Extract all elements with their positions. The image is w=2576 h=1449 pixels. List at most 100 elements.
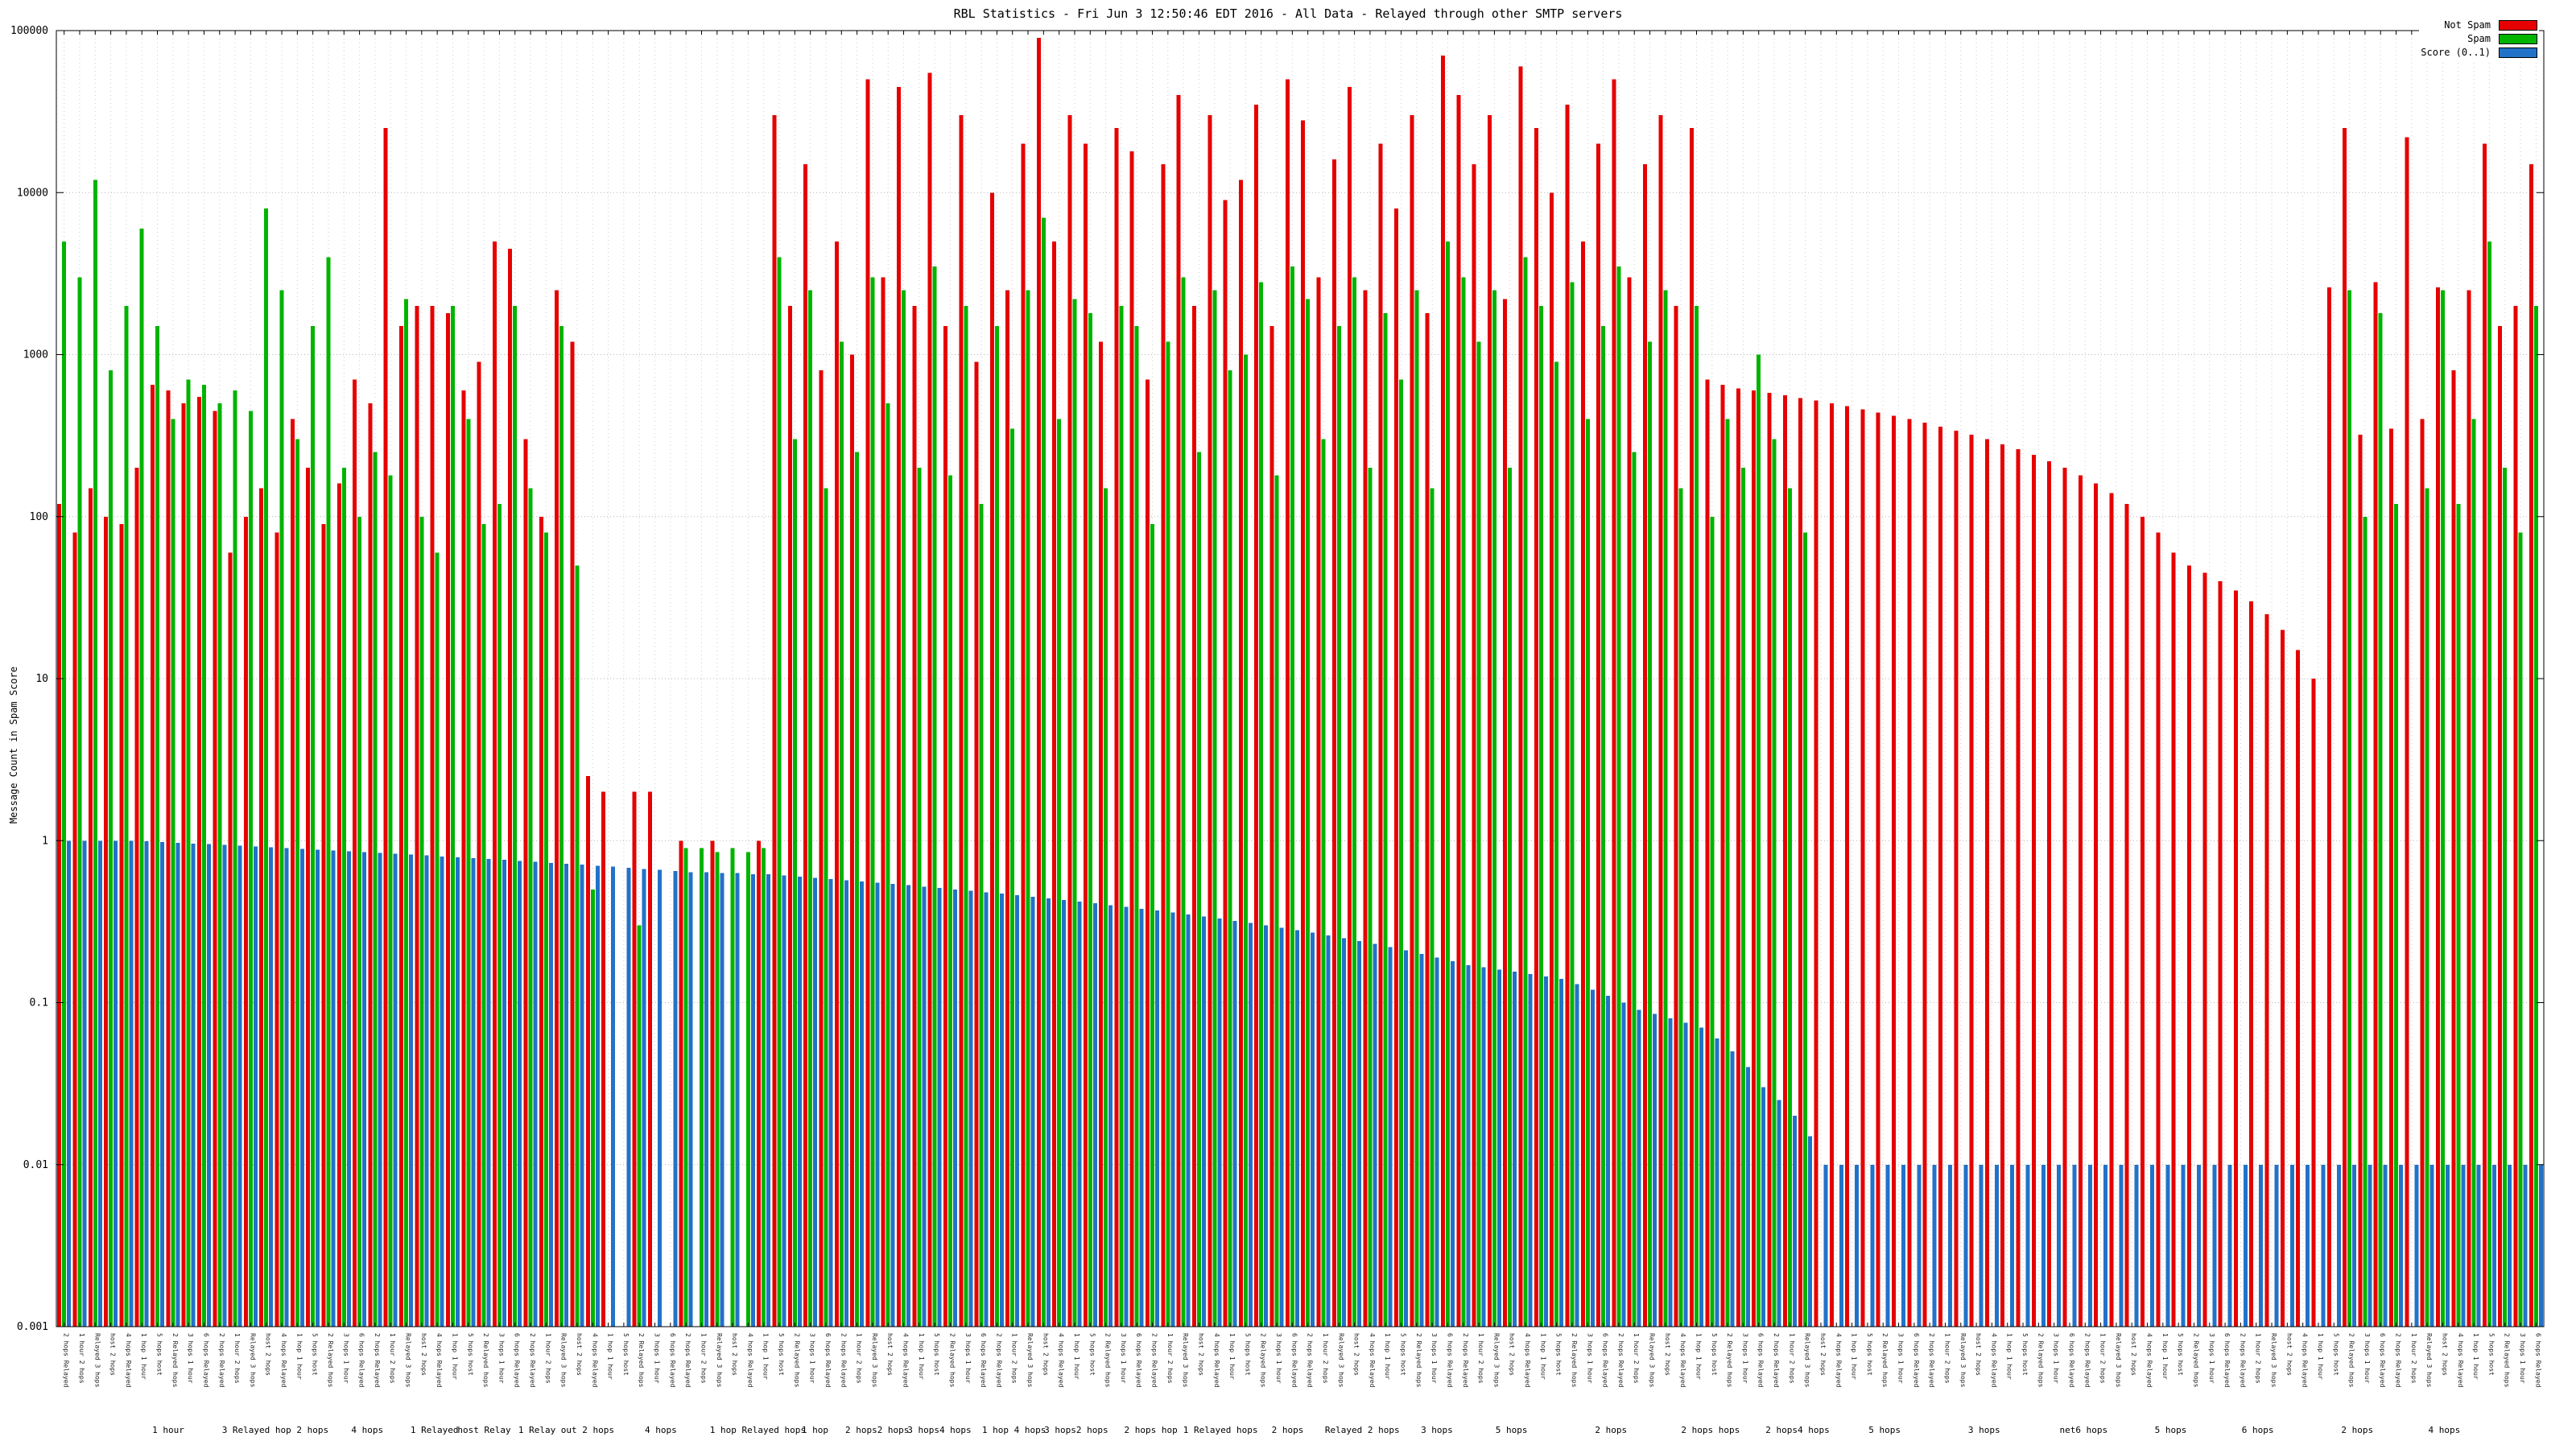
svg-text:2 Relayed hops: 2 Relayed hops (482, 1333, 489, 1388)
svg-text:5 hops host: 5 hops host (467, 1333, 474, 1376)
svg-text:2 Relayed hops: 2 Relayed hops (2037, 1333, 2044, 1388)
svg-text:host Relay: host Relay (457, 1425, 511, 1435)
svg-text:1000: 1000 (23, 349, 48, 361)
svg-text:4 hops Relayed: 4 hops Relayed (1058, 1333, 1065, 1388)
svg-text:3 Relayed hop 2 hops: 3 Relayed hop 2 hops (222, 1425, 328, 1435)
svg-text:5 hops host: 5 hops host (2177, 1333, 2184, 1376)
svg-text:5 hops host: 5 hops host (312, 1333, 319, 1376)
svg-text:4 hops Relayed: 4 hops Relayed (1213, 1333, 1220, 1388)
legend-label-score: Score (0..1) (2421, 47, 2491, 58)
svg-text:host 2 hops: host 2 hops (576, 1333, 583, 1376)
svg-text:1 hour 2 hops: 1 hour 2 hops (1943, 1333, 1951, 1384)
svg-text:host 2 hops: host 2 hops (731, 1333, 738, 1376)
svg-text:4 hops Relayed: 4 hops Relayed (280, 1333, 287, 1388)
legend: Not Spam Spam Score (0..1) (2419, 18, 2539, 60)
svg-text:host 2 hops: host 2 hops (1509, 1333, 1516, 1376)
y-tick-labels: 100000 10000 1000 100 10 1 0.1 0.01 0.001 (10, 25, 48, 1333)
svg-text:10: 10 (35, 673, 48, 685)
svg-text:Relayed 3 hops: Relayed 3 hops (716, 1333, 723, 1388)
svg-text:host 2 hops: host 2 hops (109, 1333, 117, 1376)
svg-text:2 hops hop: 2 hops hop (1124, 1425, 1177, 1435)
svg-text:2 Relayed hops: 2 Relayed hops (2504, 1333, 2511, 1388)
svg-text:1 hour 2 hops: 1 hour 2 hops (1166, 1333, 1174, 1384)
svg-text:2 hops Relayed: 2 hops Relayed (1462, 1333, 1469, 1388)
svg-text:4 hops Relayed: 4 hops Relayed (2301, 1333, 2309, 1388)
svg-text:2 Relayed hops: 2 Relayed hops (1260, 1333, 1267, 1388)
svg-text:host 2 hops: host 2 hops (1197, 1333, 1204, 1376)
svg-text:2 Relayed hops: 2 Relayed hops (2348, 1333, 2355, 1388)
svg-text:1 hop 1 hour: 1 hop 1 hour (918, 1333, 925, 1380)
svg-text:2 hops Relayed: 2 hops Relayed (995, 1333, 1002, 1388)
svg-text:2 Relayed hops: 2 Relayed hops (1415, 1333, 1422, 1388)
svg-text:3 hops 1 hour: 3 hops 1 hour (2363, 1333, 2371, 1384)
svg-text:1 hop 1 hour: 1 hop 1 hour (140, 1333, 147, 1380)
svg-text:6 hops Relayed: 6 hops Relayed (2068, 1333, 2075, 1388)
svg-text:4 hops Relayed: 4 hops Relayed (902, 1333, 910, 1388)
svg-text:1 hour 2 hops: 1 hour 2 hops (2255, 1333, 2262, 1384)
svg-text:4 hops: 4 hops (351, 1425, 383, 1435)
svg-text:2 Relayed hops: 2 Relayed hops (2192, 1333, 2199, 1388)
svg-text:3 hops: 3 hops (1421, 1425, 1453, 1435)
svg-text:4 hops Relayed: 4 hops Relayed (1679, 1333, 1686, 1388)
svg-text:5 hops host: 5 hops host (622, 1333, 630, 1376)
svg-text:5 hops host: 5 hops host (1555, 1333, 1563, 1376)
svg-text:6 hops Relayed: 6 hops Relayed (514, 1333, 521, 1388)
svg-text:5 hops host: 5 hops host (933, 1333, 940, 1376)
svg-text:Relayed 2 hops: Relayed 2 hops (1325, 1425, 1400, 1435)
svg-text:2 hops hops: 2 hops hops (1681, 1425, 1740, 1435)
svg-text:6 hops Relayed: 6 hops Relayed (824, 1333, 832, 1388)
svg-text:3 hops 1 hour: 3 hops 1 hour (1897, 1333, 1905, 1384)
legend-label-not-spam: Not Spam (2444, 19, 2491, 31)
svg-text:Relayed 3 hops: Relayed 3 hops (1649, 1333, 1656, 1388)
svg-text:1 hour 2 hops: 1 hour 2 hops (233, 1333, 241, 1384)
svg-text:6 hops Relayed: 6 hops Relayed (2223, 1333, 2231, 1388)
svg-text:4 hops Relayed: 4 hops Relayed (746, 1333, 753, 1388)
svg-text:Relayed 3 hops: Relayed 3 hops (405, 1333, 412, 1388)
svg-text:Relayed 3 hops: Relayed 3 hops (249, 1333, 256, 1388)
svg-text:4 hops Relayed: 4 hops Relayed (125, 1333, 132, 1388)
svg-text:1 Relay out 2 hops: 1 Relay out 2 hops (518, 1425, 614, 1435)
svg-text:2 hops Relayed: 2 hops Relayed (2083, 1333, 2091, 1388)
legend-label-spam: Spam (2467, 33, 2491, 44)
svg-text:2 Relayed hops: 2 Relayed hops (1104, 1333, 1112, 1388)
svg-text:1 hour 2 hops: 1 hour 2 hops (1477, 1333, 1484, 1384)
svg-text:Relayed 3 hops: Relayed 3 hops (1959, 1333, 1967, 1388)
svg-text:5 hops host: 5 hops host (778, 1333, 785, 1376)
svg-text:2 hops Relayed: 2 hops Relayed (2395, 1333, 2402, 1388)
axes (56, 30, 2545, 1327)
svg-text:3 hops 1 hour: 3 hops 1 hour (654, 1333, 661, 1384)
svg-text:Relayed 3 hops: Relayed 3 hops (1026, 1333, 1034, 1388)
svg-text:0.1: 0.1 (30, 997, 48, 1009)
svg-text:2 Relayed hops: 2 Relayed hops (327, 1333, 334, 1388)
svg-text:host 2 hops: host 2 hops (265, 1333, 272, 1376)
svg-text:Relayed 3 hops: Relayed 3 hops (560, 1333, 568, 1388)
svg-text:2 hops Relayed: 2 hops Relayed (374, 1333, 381, 1388)
svg-text:3 hops 1 hour: 3 hops 1 hour (2053, 1333, 2060, 1384)
svg-text:3 hops 1 hour: 3 hops 1 hour (1275, 1333, 1282, 1384)
svg-text:Relayed 3 hops: Relayed 3 hops (1337, 1333, 1344, 1388)
svg-text:4 hops Relayed: 4 hops Relayed (1835, 1333, 1842, 1388)
svg-text:5 hops host: 5 hops host (1711, 1333, 1718, 1376)
svg-text:6 hops Relayed: 6 hops Relayed (1290, 1333, 1298, 1388)
svg-text:2 hops Relayed: 2 hops Relayed (1617, 1333, 1624, 1388)
legend-item-not-spam: Not Spam (2444, 19, 2537, 31)
svg-text:2 hops Relayed: 2 hops Relayed (840, 1333, 847, 1388)
svg-text:2 hops2 hops: 2 hops2 hops (845, 1425, 909, 1435)
svg-text:6 hops Relayed: 6 hops Relayed (1446, 1333, 1453, 1388)
svg-text:5 hops host: 5 hops host (2332, 1333, 2339, 1376)
x-group-labels: 1 hour 3 Relayed hop 2 hops 4 hops 1 Relaye… (152, 1425, 2460, 1435)
legend-swatch-not-spam (2499, 19, 2537, 31)
svg-text:3 hops 1 hour: 3 hops 1 hour (497, 1333, 505, 1384)
svg-text:2 Relayed hops: 2 Relayed hops (1881, 1333, 1889, 1388)
svg-text:3 hops 1 hour: 3 hops 1 hour (342, 1333, 349, 1384)
chart-title: RBL Statistics - Fri Jun 3 12:50:46 EDT … (953, 6, 1623, 21)
svg-text:host 2 hops: host 2 hops (1819, 1333, 1827, 1376)
svg-text:1 hop: 1 hop (802, 1425, 828, 1435)
svg-text:Relayed 3 hops: Relayed 3 hops (1492, 1333, 1500, 1388)
svg-text:3 hops4 hops: 3 hops4 hops (907, 1425, 971, 1435)
svg-text:1 hop 1 hour: 1 hop 1 hour (1851, 1333, 1858, 1380)
svg-text:4 hops Relayed: 4 hops Relayed (436, 1333, 443, 1388)
svg-text:2 hops Relayed: 2 hops Relayed (1307, 1333, 1314, 1388)
svg-text:2 hops4 hops: 2 hops4 hops (1765, 1425, 1829, 1435)
svg-text:1 hour: 1 hour (152, 1425, 184, 1435)
